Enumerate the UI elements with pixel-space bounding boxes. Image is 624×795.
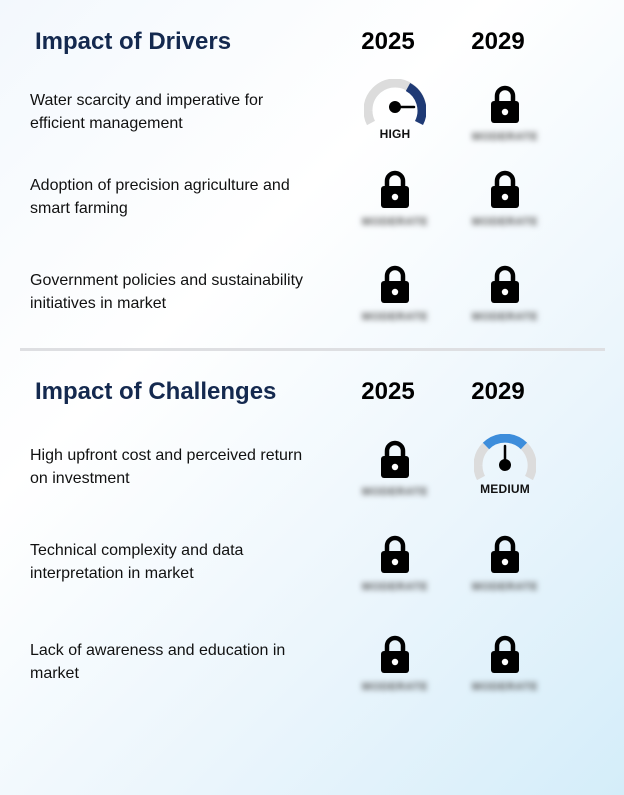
challenges-title: Impact of Challenges bbox=[35, 378, 277, 405]
driver-row: Government policies and sustainability i… bbox=[0, 265, 624, 349]
lock-icon bbox=[491, 170, 519, 208]
drivers-year-2029: 2029 bbox=[471, 28, 525, 55]
driver-impact-2029[interactable]: MODERATE bbox=[465, 265, 545, 343]
gauge-high-icon bbox=[364, 79, 426, 126]
challenge-impact-2029[interactable]: MODERATE bbox=[465, 635, 545, 713]
driver-row: Adoption of precision agriculture and sm… bbox=[0, 170, 624, 254]
locked-value: MODERATE bbox=[361, 216, 429, 228]
driver-impact-2029[interactable]: MODERATE bbox=[465, 85, 545, 163]
challenge-row: Technical complexity and data interpreta… bbox=[0, 535, 624, 619]
challenge-impact-2029[interactable]: MODERATE bbox=[465, 535, 545, 613]
challenge-impact-2025[interactable]: MODERATE bbox=[355, 635, 435, 713]
driver-label: Water scarcity and imperative for effici… bbox=[30, 92, 264, 132]
driver-row: Water scarcity and imperative for effici… bbox=[0, 79, 624, 169]
lock-icon bbox=[381, 635, 409, 673]
challenge-impact-2025[interactable]: MODERATE bbox=[355, 440, 435, 518]
locked-value: MODERATE bbox=[471, 311, 539, 323]
locked-value: MODERATE bbox=[471, 581, 539, 593]
driver-label: Adoption of precision agriculture and sm… bbox=[30, 177, 290, 217]
lock-icon bbox=[491, 85, 519, 123]
locked-value: MODERATE bbox=[471, 131, 539, 143]
locked-value: MODERATE bbox=[361, 486, 429, 498]
lock-icon bbox=[381, 535, 409, 573]
gauge-medium-icon bbox=[474, 434, 536, 481]
challenge-row: Lack of awareness and education in marke… bbox=[0, 635, 624, 719]
lock-icon bbox=[381, 440, 409, 478]
challenge-label: Technical complexity and data interpreta… bbox=[30, 542, 244, 582]
driver-impact-2025: HIGH bbox=[355, 79, 435, 163]
lock-icon bbox=[491, 265, 519, 303]
locked-value: MODERATE bbox=[471, 681, 539, 693]
locked-value: MODERATE bbox=[361, 581, 429, 593]
lock-icon bbox=[491, 635, 519, 673]
lock-icon bbox=[491, 535, 519, 573]
locked-value: MODERATE bbox=[361, 311, 429, 323]
drivers-title: Impact of Drivers bbox=[35, 28, 232, 55]
challenges-year-2025: 2025 bbox=[361, 378, 415, 405]
drivers-year-2025: 2025 bbox=[361, 28, 415, 55]
challenges-year-2029: 2029 bbox=[471, 378, 525, 405]
gauge-level-label: HIGH bbox=[379, 127, 411, 141]
section-divider bbox=[20, 348, 605, 351]
lock-icon bbox=[381, 265, 409, 303]
challenge-impact-2029: MEDIUM bbox=[465, 434, 545, 518]
challenge-label: Lack of awareness and education in marke… bbox=[30, 642, 286, 682]
driver-impact-2025[interactable]: MODERATE bbox=[355, 170, 435, 248]
lock-icon bbox=[381, 170, 409, 208]
challenge-impact-2025[interactable]: MODERATE bbox=[355, 535, 435, 613]
driver-impact-2029[interactable]: MODERATE bbox=[465, 170, 545, 248]
gauge-level-label: MEDIUM bbox=[480, 482, 530, 496]
driver-impact-2025[interactable]: MODERATE bbox=[355, 265, 435, 343]
challenge-row: High upfront cost and perceived return o… bbox=[0, 434, 624, 524]
locked-value: MODERATE bbox=[471, 216, 539, 228]
driver-label: Government policies and sustainability i… bbox=[30, 272, 304, 312]
locked-value: MODERATE bbox=[361, 681, 429, 693]
challenge-label: High upfront cost and perceived return o… bbox=[30, 447, 303, 487]
